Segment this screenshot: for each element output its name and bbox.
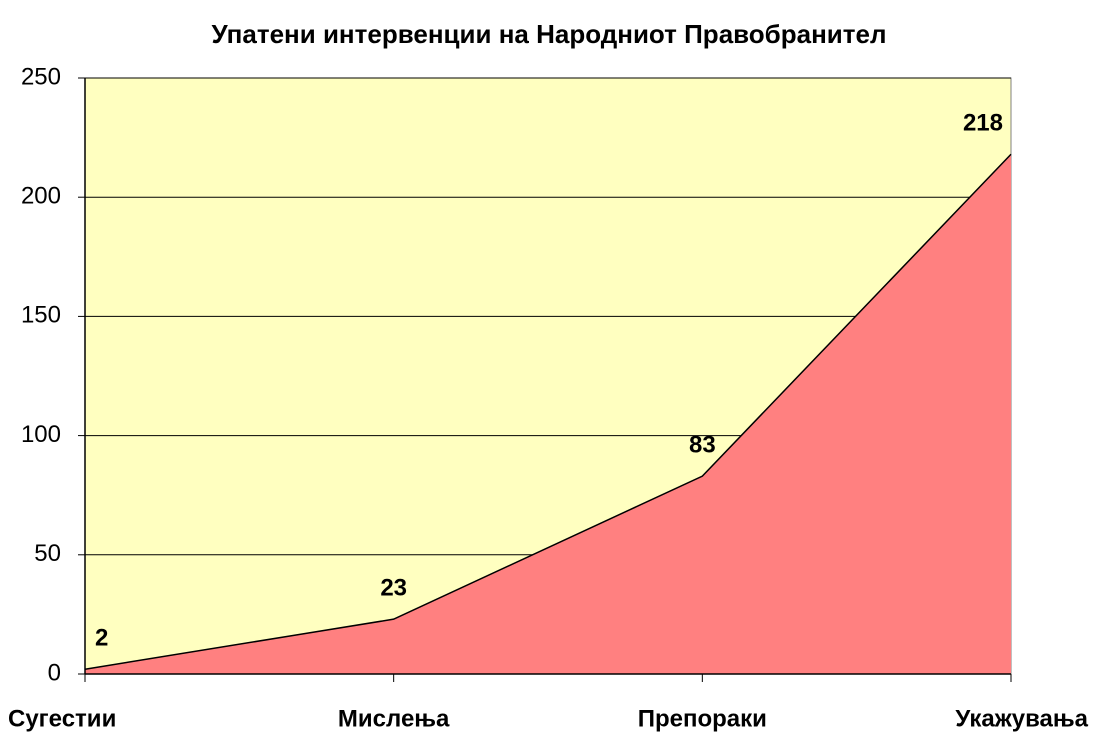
y-tick-label: 100 xyxy=(21,421,61,448)
data-label: 2 xyxy=(95,625,108,652)
x-tick-label: Укажувања xyxy=(955,705,1088,732)
y-tick-label: 0 xyxy=(48,659,61,686)
y-tick-label: 250 xyxy=(21,63,61,90)
x-tick-label: Сугестии xyxy=(8,705,116,732)
y-tick-label: 50 xyxy=(34,540,61,567)
x-tick-label: Препораки xyxy=(638,705,767,732)
y-tick-label: 150 xyxy=(21,302,61,329)
x-tick-label: Мислења xyxy=(338,705,450,732)
area-fill xyxy=(85,154,1011,675)
data-label: 23 xyxy=(380,575,407,602)
data-label: 83 xyxy=(689,431,716,458)
area-line xyxy=(84,153,1012,670)
y-tick-label: 200 xyxy=(21,183,61,210)
data-label: 218 xyxy=(963,110,1003,137)
chart-title: Упатени интервенции на Народниот Правобр… xyxy=(212,19,887,49)
